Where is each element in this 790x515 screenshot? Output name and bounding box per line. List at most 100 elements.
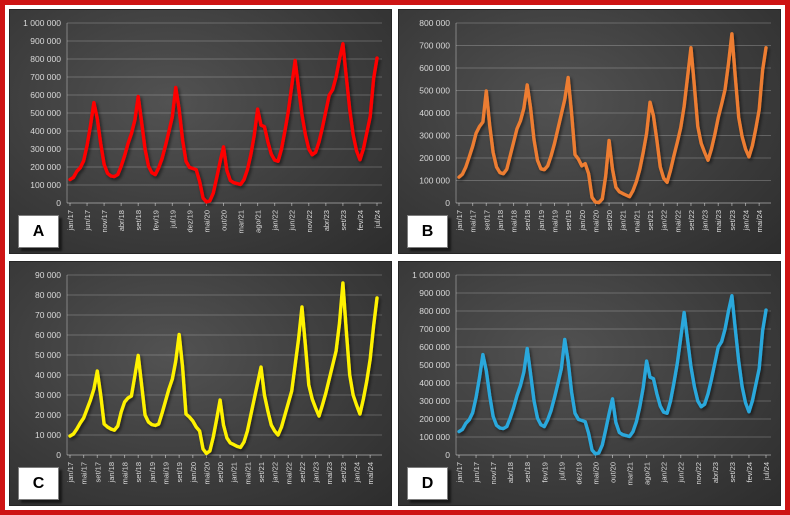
svg-text:mai/18: mai/18 [121, 462, 130, 485]
svg-text:400 000: 400 000 [419, 378, 450, 388]
svg-text:jan/23: jan/23 [312, 462, 321, 483]
panel-label-c: C [18, 467, 59, 500]
svg-text:jul/19: jul/19 [557, 462, 566, 481]
svg-text:10 000: 10 000 [35, 430, 61, 440]
svg-text:600 000: 600 000 [419, 63, 450, 73]
svg-text:jan/17: jan/17 [66, 462, 75, 483]
svg-text:50 000: 50 000 [35, 350, 61, 360]
panel-label-b: B [407, 215, 448, 248]
svg-text:fev/19: fev/19 [540, 462, 549, 482]
svg-text:600 000: 600 000 [419, 342, 450, 352]
svg-text:jan/21: jan/21 [619, 210, 628, 231]
svg-text:1 000 000: 1 000 000 [23, 18, 61, 28]
chart-panel-a: 1 000 000 900 000 800 000 700 000 600 000 500… [9, 9, 392, 254]
svg-text:out/20: out/20 [609, 462, 618, 483]
svg-text:jan/18: jan/18 [496, 210, 505, 231]
svg-text:set/23: set/23 [339, 210, 348, 230]
svg-text:set/23: set/23 [728, 462, 737, 482]
svg-text:300 000: 300 000 [419, 131, 450, 141]
svg-text:jan/17: jan/17 [455, 462, 464, 483]
svg-text:fev/24: fev/24 [356, 210, 365, 230]
svg-text:60 000: 60 000 [35, 330, 61, 340]
svg-text:set/19: set/19 [564, 210, 573, 230]
svg-text:jun/17: jun/17 [83, 210, 92, 231]
svg-text:100 000: 100 000 [419, 176, 450, 186]
line-chart-b: 800 000 700 000 600 000 500 000 400 000 300 0… [419, 18, 771, 233]
svg-text:900 000: 900 000 [419, 288, 450, 298]
svg-text:mar/21: mar/21 [626, 462, 635, 485]
svg-text:100 000: 100 000 [30, 180, 61, 190]
svg-text:out/20: out/20 [220, 210, 229, 231]
svg-text:set/19: set/19 [175, 462, 184, 482]
svg-text:200 000: 200 000 [419, 414, 450, 424]
svg-text:jan/17: jan/17 [455, 210, 464, 231]
chart-panel-c: 90 000 80 000 70 000 60 000 50 000 40 000 30 0… [9, 261, 392, 506]
svg-text:jan/24: jan/24 [353, 462, 362, 483]
svg-text:jun/22: jun/22 [288, 210, 297, 231]
svg-text:nov/22: nov/22 [694, 462, 703, 485]
svg-text:400 000: 400 000 [30, 126, 61, 136]
svg-text:500 000: 500 000 [30, 108, 61, 118]
svg-text:500 000: 500 000 [419, 360, 450, 370]
svg-text:dez/19: dez/19 [574, 462, 583, 485]
line-chart-a: 1 000 000 900 000 800 000 700 000 600 000 500… [23, 18, 382, 233]
svg-text:700 000: 700 000 [419, 324, 450, 334]
svg-text:set/18: set/18 [134, 462, 143, 482]
svg-text:set/21: set/21 [646, 210, 655, 230]
svg-text:mai/24: mai/24 [755, 210, 764, 233]
svg-text:mai/19: mai/19 [551, 210, 560, 233]
svg-text:mai/19: mai/19 [162, 462, 171, 485]
svg-text:900 000: 900 000 [30, 36, 61, 46]
svg-text:mai/22: mai/22 [284, 462, 293, 485]
svg-text:jan/22: jan/22 [271, 462, 280, 483]
svg-text:mai/17: mai/17 [80, 462, 89, 485]
svg-text:mar/21: mar/21 [237, 210, 246, 233]
svg-text:mai/23: mai/23 [714, 210, 723, 233]
svg-text:jan/20: jan/20 [189, 462, 198, 483]
panel-label-d: D [407, 467, 448, 500]
svg-text:200 000: 200 000 [30, 162, 61, 172]
line-chart-d: 1 000 000 900 000 800 000 700 000 600 000 500… [412, 270, 771, 485]
svg-text:jun/22: jun/22 [677, 462, 686, 483]
svg-text:70 000: 70 000 [35, 310, 61, 320]
svg-text:jan/22: jan/22 [660, 210, 669, 231]
svg-text:0: 0 [445, 198, 450, 208]
svg-text:mai/22: mai/22 [673, 210, 682, 233]
svg-text:dez/19: dez/19 [185, 210, 194, 233]
svg-text:set/18: set/18 [134, 210, 143, 230]
svg-text:jan/17: jan/17 [66, 210, 75, 231]
svg-text:jan/21: jan/21 [230, 462, 239, 483]
svg-text:mai/24: mai/24 [366, 462, 375, 485]
svg-text:mai/21: mai/21 [243, 462, 252, 485]
svg-text:mai/23: mai/23 [325, 462, 334, 485]
svg-text:set/18: set/18 [523, 462, 532, 482]
svg-text:mai/18: mai/18 [510, 210, 519, 233]
svg-text:800 000: 800 000 [30, 54, 61, 64]
svg-text:700 000: 700 000 [30, 72, 61, 82]
svg-text:abr/23: abr/23 [711, 462, 720, 483]
svg-text:jan/22: jan/22 [660, 462, 669, 483]
svg-text:set/20: set/20 [216, 462, 225, 482]
svg-text:nov/17: nov/17 [489, 462, 498, 485]
svg-text:abr/18: abr/18 [117, 210, 126, 231]
svg-text:mai/20: mai/20 [591, 210, 600, 233]
svg-text:jan/19: jan/19 [537, 210, 546, 231]
svg-text:set/23: set/23 [728, 210, 737, 230]
svg-text:0: 0 [56, 450, 61, 460]
svg-text:0: 0 [56, 198, 61, 208]
svg-text:jan/23: jan/23 [701, 210, 710, 231]
svg-text:jan/18: jan/18 [107, 462, 116, 483]
svg-text:set/20: set/20 [605, 210, 614, 230]
svg-text:set/18: set/18 [523, 210, 532, 230]
svg-text:30 000: 30 000 [35, 390, 61, 400]
svg-text:400 000: 400 000 [419, 108, 450, 118]
svg-text:ago/21: ago/21 [643, 462, 652, 485]
svg-text:jan/19: jan/19 [148, 462, 157, 483]
svg-text:500 000: 500 000 [419, 86, 450, 96]
svg-text:set/23: set/23 [339, 462, 348, 482]
svg-text:nov/17: nov/17 [100, 210, 109, 233]
panel-label-a: A [18, 215, 59, 248]
svg-text:800 000: 800 000 [419, 18, 450, 28]
svg-text:80 000: 80 000 [35, 290, 61, 300]
